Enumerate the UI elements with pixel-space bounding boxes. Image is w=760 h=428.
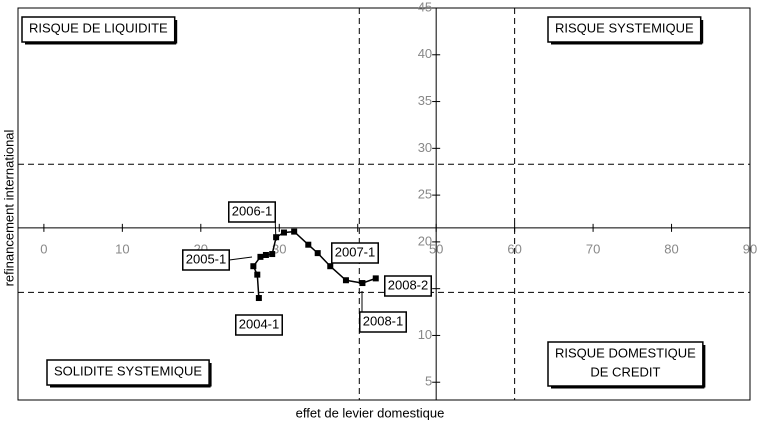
quadrant-box bbox=[547, 16, 702, 43]
quadrant-label: DE CREDIT bbox=[590, 364, 660, 379]
annotation-box bbox=[359, 311, 407, 333]
x-tick-label: 60 bbox=[507, 241, 521, 256]
y-tick-label: 30 bbox=[418, 140, 432, 155]
marker bbox=[291, 228, 298, 235]
marker bbox=[269, 251, 276, 258]
y-tick-label: 40 bbox=[418, 46, 432, 61]
marker bbox=[262, 251, 269, 258]
x-tick-label: 10 bbox=[115, 241, 129, 256]
marker bbox=[305, 241, 312, 248]
annotation-box bbox=[384, 275, 432, 297]
marker bbox=[342, 277, 349, 284]
annotation: 2008-2 bbox=[388, 277, 428, 292]
annotation-box bbox=[235, 314, 283, 336]
plot-frame bbox=[17, 7, 751, 401]
x-tick-label: 30 bbox=[272, 241, 286, 256]
marker bbox=[250, 263, 257, 270]
x-tick-label: 80 bbox=[664, 241, 678, 256]
annotation: 2005-1 bbox=[186, 251, 226, 266]
annotation-arrow bbox=[229, 256, 253, 261]
marker bbox=[254, 271, 261, 278]
y-tick-label: 45 bbox=[418, 0, 432, 14]
annotation-box bbox=[228, 201, 276, 223]
quadrant-label: SOLIDITE SYSTEMIQUE bbox=[54, 363, 202, 378]
x-tick-label: 50 bbox=[429, 241, 443, 256]
y-tick-label: 35 bbox=[418, 93, 432, 108]
annotation: 2004-1 bbox=[239, 316, 279, 331]
marker bbox=[255, 295, 262, 302]
marker bbox=[314, 250, 321, 257]
marker bbox=[280, 229, 287, 236]
quadrant-label: RISQUE DOMESTIQUE bbox=[555, 345, 696, 360]
x-tick-label: 70 bbox=[586, 241, 600, 256]
x-tick-label: 90 bbox=[743, 241, 757, 256]
x-tick-label: 0 bbox=[40, 241, 47, 256]
quadrant-label: RISQUE SYSTEMIQUE bbox=[555, 20, 694, 35]
y-tick-label: 10 bbox=[418, 327, 432, 342]
quadrant-box bbox=[46, 359, 210, 386]
quadrant-box bbox=[547, 341, 704, 387]
annotation-box bbox=[331, 242, 379, 264]
y-tick-label: 5 bbox=[425, 374, 432, 389]
annotation: 2007-1 bbox=[335, 244, 375, 259]
y-axis-title: refinancement international bbox=[1, 129, 16, 286]
annotation: 2008-1 bbox=[363, 313, 403, 328]
y-tick-label: 20 bbox=[418, 233, 432, 248]
annotation-arrow bbox=[274, 221, 277, 242]
quadrant-label: RISQUE DE LIQUIDITE bbox=[29, 20, 168, 35]
quadrant-box bbox=[21, 16, 176, 43]
y-tick-label: 25 bbox=[418, 187, 432, 202]
x-axis-title: effet de levier domestique bbox=[296, 405, 445, 420]
marker bbox=[359, 280, 366, 287]
marker bbox=[257, 253, 264, 260]
marker bbox=[372, 275, 379, 282]
annotation: 2006-1 bbox=[232, 203, 272, 218]
marker bbox=[327, 263, 334, 270]
